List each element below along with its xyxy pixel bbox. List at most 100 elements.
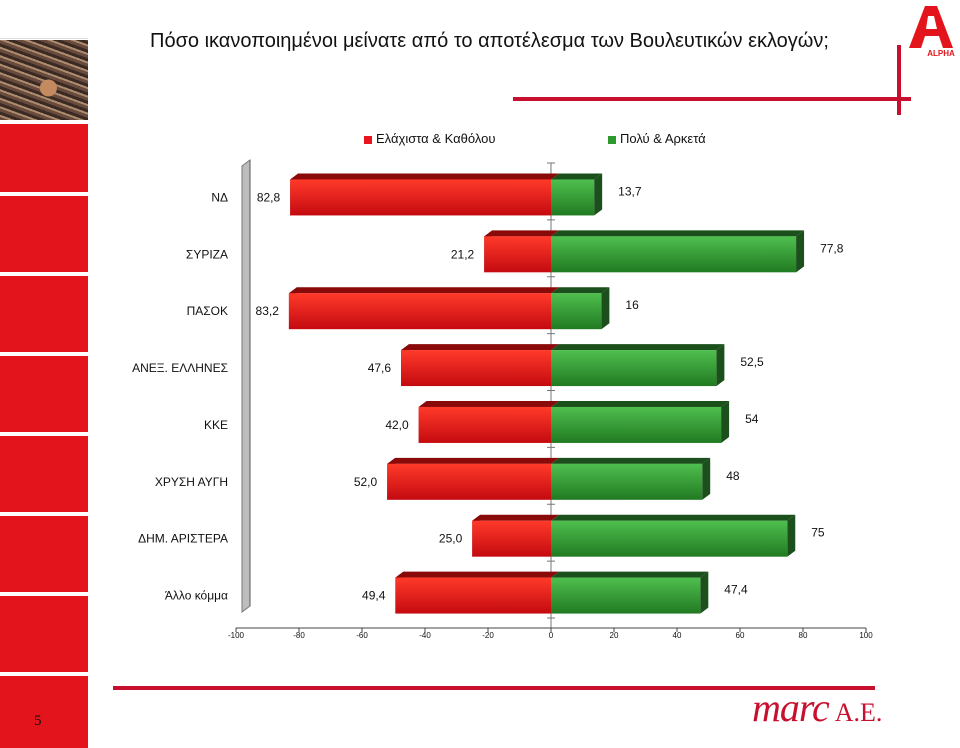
bar-negative xyxy=(401,344,559,387)
footer-rule xyxy=(113,686,875,690)
bar-positive-top xyxy=(551,514,796,521)
page-number: 5 xyxy=(34,713,42,729)
x-tick-label: 100 xyxy=(859,631,873,640)
sidebar-red-block xyxy=(0,356,88,432)
bar-positive-front xyxy=(551,520,788,557)
bar-positive-front xyxy=(551,577,701,614)
marc-logo-suffix: A.E. xyxy=(834,698,883,727)
bar-positive-end xyxy=(594,173,603,216)
data-label-negative: 47,6 xyxy=(368,361,392,375)
bar-positive-front xyxy=(551,236,797,273)
title-vertical-rule xyxy=(897,45,901,115)
bar-positive-end xyxy=(716,344,725,387)
sidebar-red-block xyxy=(0,196,88,272)
data-label-positive: 48 xyxy=(726,469,740,483)
data-label-negative: 82,8 xyxy=(257,190,281,204)
data-label-positive: 13,7 xyxy=(618,184,642,198)
bar-positive-end xyxy=(721,400,730,443)
data-label-positive: 75 xyxy=(811,526,825,540)
category-label: ΔΗΜ. ΑΡΙΣΤΕΡΑ xyxy=(138,532,228,546)
marc-logo: marc A.E. xyxy=(752,684,882,731)
bar-positive xyxy=(551,514,796,557)
bar-positive xyxy=(551,571,709,614)
sidebar-red-block xyxy=(0,276,88,352)
bar-positive-top xyxy=(551,457,711,464)
legend-label-negative: Ελάχιστα & Καθόλου xyxy=(376,131,496,146)
parliament-photo xyxy=(0,40,88,120)
legend-label-positive: Πολύ & Αρκετά xyxy=(620,131,706,146)
data-label-negative: 83,2 xyxy=(256,304,280,318)
sidebar-red-block xyxy=(0,596,88,672)
bar-negative xyxy=(290,173,559,216)
bar-positive-top xyxy=(551,230,805,237)
legend-swatch-green xyxy=(608,135,616,144)
bar-positive-end xyxy=(787,514,796,557)
bar-negative-front xyxy=(387,463,551,500)
bar-negative-front xyxy=(288,293,551,330)
bar-negative xyxy=(387,457,559,500)
bar-positive-front xyxy=(551,293,602,330)
data-label-positive: 52,5 xyxy=(740,355,764,369)
bar-negative-front xyxy=(484,236,551,273)
bar-negative xyxy=(484,230,559,273)
bar-positive-top xyxy=(551,287,610,294)
data-label-positive: 54 xyxy=(745,412,759,426)
sidebar-red-block xyxy=(0,436,88,512)
bar-positive xyxy=(551,173,603,216)
data-label-negative: 49,4 xyxy=(362,589,386,603)
bar-positive xyxy=(551,230,805,273)
bar-negative-top xyxy=(401,344,559,351)
bar-negative-top xyxy=(288,287,559,294)
bar-negative-front xyxy=(418,406,551,443)
title-underline xyxy=(513,97,911,101)
bar-positive-front xyxy=(551,179,595,216)
bar-positive-top xyxy=(551,400,730,407)
bar-positive xyxy=(551,400,730,443)
bar-negative-front xyxy=(401,350,551,387)
bar-negative-top xyxy=(290,173,559,180)
bar-positive xyxy=(551,457,711,500)
data-label-negative: 25,0 xyxy=(439,532,463,546)
bar-negative-top xyxy=(418,400,559,407)
x-tick-label: 0 xyxy=(549,631,554,640)
sidebar-red-block xyxy=(0,516,88,592)
bar-positive-top xyxy=(551,173,603,180)
bar-positive-top xyxy=(551,571,709,578)
bar-negative-top xyxy=(472,514,559,521)
x-tick-label: -80 xyxy=(293,631,305,640)
bar-negative-top xyxy=(395,571,559,578)
marc-logo-text: marc xyxy=(752,685,830,730)
alpha-logo-text: ALPHA xyxy=(927,49,955,58)
category-label: ΧΡΥΣΗ ΑΥΓΗ xyxy=(155,475,228,489)
bar-positive-front xyxy=(551,350,717,387)
x-tick-label: 20 xyxy=(610,631,619,640)
bar-positive xyxy=(551,287,610,330)
data-label-positive: 16 xyxy=(625,298,639,312)
data-label-negative: 52,0 xyxy=(354,475,378,489)
legend-item-negative: Ελάχιστα & Καθόλου xyxy=(364,131,495,146)
data-label-negative: 21,2 xyxy=(451,247,475,261)
data-label-positive: 47,4 xyxy=(724,583,748,597)
sidebar-top-blank xyxy=(0,0,88,39)
bar-negative xyxy=(395,571,559,614)
bar-negative xyxy=(418,400,559,443)
category-label: ΣΥΡΙΖΑ xyxy=(186,247,228,261)
legend-item-positive: Πολύ & Αρκετά xyxy=(608,131,706,146)
bar-positive-end xyxy=(700,571,709,614)
x-tick-label: 60 xyxy=(736,631,745,640)
category-label: ΑΝΕΞ. ΕΛΛΗΝΕΣ xyxy=(132,361,228,375)
x-tick-label: -40 xyxy=(419,631,431,640)
x-tick-label: 40 xyxy=(673,631,682,640)
x-tick-label: -100 xyxy=(228,631,245,640)
x-tick-label: -60 xyxy=(356,631,368,640)
bar-negative-front xyxy=(395,577,551,614)
legend-swatch-red xyxy=(364,135,372,144)
bar-positive-front xyxy=(551,406,722,443)
alpha-logo: ALPHA xyxy=(909,6,955,58)
chart-back-wall xyxy=(241,159,251,613)
category-label: ΚΚΕ xyxy=(204,418,228,432)
bar-positive-end xyxy=(796,230,805,273)
category-label: Άλλο κόμμα xyxy=(165,589,228,603)
bar-negative-top xyxy=(484,230,559,237)
